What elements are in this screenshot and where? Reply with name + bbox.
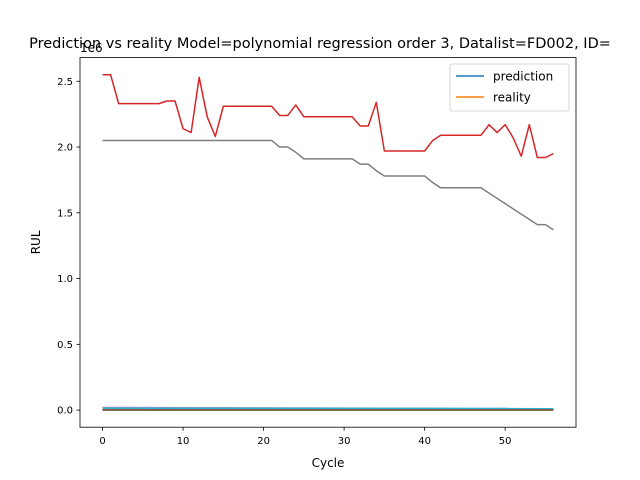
y-tick-label: 2.0 [57, 143, 73, 154]
series-line-3 [102, 139, 554, 231]
y-tick-label: 1.0 [57, 274, 73, 285]
plot-frame [79, 57, 577, 428]
series-line-2 [102, 73, 554, 159]
y-offset-text: 1e6 [80, 41, 103, 55]
y-tick-label: 0.5 [57, 340, 73, 351]
x-tick-label: 50 [499, 436, 512, 447]
y-tick-label: 0.0 [57, 406, 73, 417]
y-axis-ticks: 0.0 0.5 1.0 1.5 2.0 2.5 [57, 77, 80, 417]
chart-title: Prediction vs reality Model=polynomial r… [29, 36, 611, 52]
x-tick-label: 30 [338, 436, 351, 447]
x-axis-label: Cycle [312, 456, 345, 470]
x-tick-label: 40 [418, 436, 431, 447]
legend-label-prediction: prediction [493, 70, 553, 84]
legend: prediction reality [449, 63, 570, 112]
y-tick-label: 1.5 [57, 208, 73, 219]
y-tick-label: 2.5 [57, 77, 73, 88]
x-tick-label: 10 [177, 436, 190, 447]
y-axis-label: RUL [29, 230, 43, 254]
plot-lines [102, 73, 554, 411]
legend-label-reality: reality [493, 91, 531, 105]
x-axis-ticks: 0 10 20 30 40 50 [99, 427, 512, 447]
x-tick-label: 0 [99, 436, 105, 447]
x-tick-label: 20 [257, 436, 270, 447]
